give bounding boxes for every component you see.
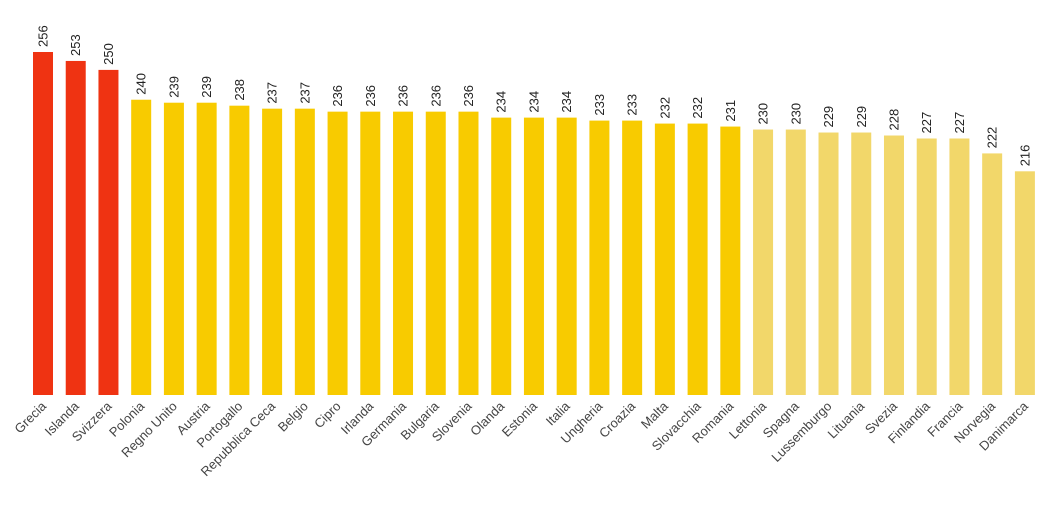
data-label: 232: [657, 97, 672, 119]
data-label: 234: [559, 91, 574, 113]
bar-portogallo: [229, 105, 250, 396]
data-label: 233: [625, 94, 640, 116]
data-label: 227: [952, 112, 967, 134]
data-label: 236: [428, 85, 443, 107]
bar-slovacchia: [687, 123, 708, 395]
data-label: 234: [494, 91, 509, 113]
data-label: 229: [854, 106, 869, 128]
bar-italia: [556, 117, 577, 395]
bar-slovenia: [458, 111, 479, 396]
bar-irlanda: [360, 111, 381, 396]
bar-germania: [393, 111, 414, 396]
bar-grecia: [33, 52, 53, 395]
bar-lussemburgo: [818, 132, 839, 395]
x-tick-label: Croazia: [596, 398, 639, 441]
bar-regno-unito: [163, 102, 184, 395]
bar-romania: [720, 126, 741, 395]
bar-olanda: [491, 117, 512, 395]
bar-danimarca: [1014, 171, 1035, 395]
x-tick-label: Lituania: [825, 398, 868, 441]
bar-lettonia: [753, 129, 774, 395]
data-label: 229: [821, 106, 836, 128]
data-label: 231: [723, 100, 738, 122]
bar-estonia: [523, 117, 544, 395]
data-label: 240: [134, 73, 149, 95]
data-label: 238: [232, 79, 247, 101]
bar-austria: [196, 102, 217, 395]
bar-bulgaria: [425, 111, 446, 396]
data-label: 237: [265, 82, 280, 104]
bar-malta: [654, 123, 675, 395]
data-label: 233: [592, 94, 607, 116]
bar-lituania: [851, 132, 872, 395]
x-tick-label: Lettonia: [726, 398, 770, 442]
data-label: 236: [363, 85, 378, 107]
data-label: 239: [199, 76, 214, 98]
data-label: 236: [396, 85, 411, 107]
bar-spagna: [785, 129, 806, 395]
data-label: 222: [985, 127, 1000, 149]
bar-svezia: [883, 135, 904, 395]
data-label: 239: [166, 76, 181, 98]
data-label: 256: [36, 25, 51, 47]
data-label: 234: [526, 91, 541, 113]
data-label: 216: [1017, 145, 1032, 167]
data-label: 230: [788, 103, 803, 125]
bar-croazia: [622, 120, 643, 395]
data-label: 227: [919, 112, 934, 134]
bar-polonia: [131, 99, 152, 395]
data-label: 236: [330, 85, 345, 107]
bar-cipro: [327, 111, 348, 396]
bar-svizzera: [98, 69, 119, 395]
data-label: 228: [886, 109, 901, 131]
x-tick-label: Estonia: [499, 398, 541, 440]
bar-ungheria: [589, 120, 610, 395]
data-label: 230: [756, 103, 771, 125]
x-tick-label: Belgio: [275, 399, 311, 435]
data-label: 250: [101, 43, 116, 65]
bar-francia: [949, 138, 970, 395]
data-label: 237: [297, 82, 312, 104]
bar-repubblica-ceca: [262, 108, 283, 396]
bar-norvegia: [982, 153, 1003, 395]
bar-belgio: [294, 108, 315, 396]
bar-islanda: [65, 60, 86, 396]
bar-finlandia: [916, 138, 937, 395]
data-label: 232: [690, 97, 705, 119]
data-label: 253: [68, 34, 83, 56]
data-label: 236: [461, 85, 476, 107]
